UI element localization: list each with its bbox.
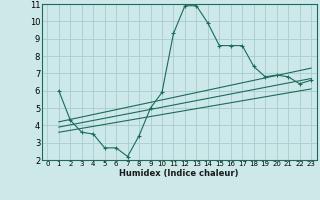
X-axis label: Humidex (Indice chaleur): Humidex (Indice chaleur) — [119, 169, 239, 178]
